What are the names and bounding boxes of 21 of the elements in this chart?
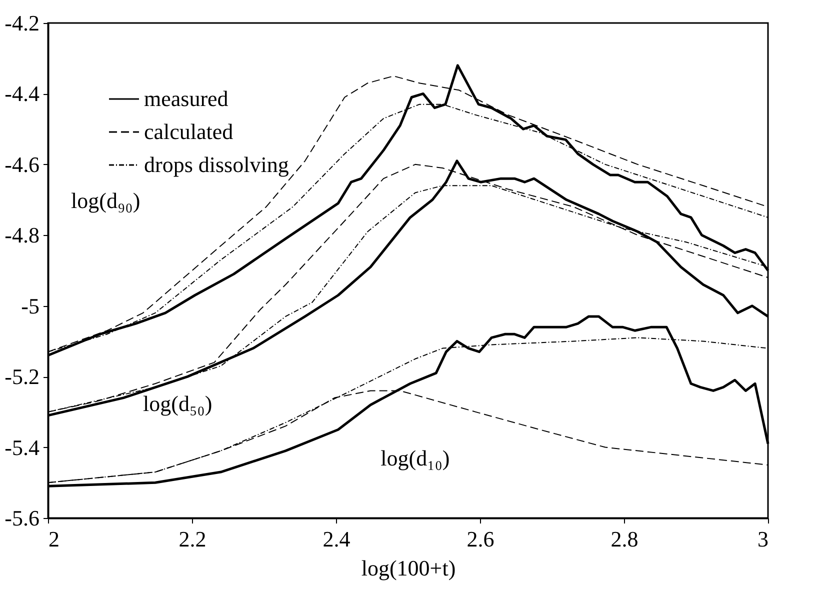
y-tick-label: -4.6 [4,152,40,177]
x-axis-title: log(100+t) [361,556,456,580]
x-tick-label: 2.4 [322,526,350,552]
y-tick-label: -5.6 [4,506,40,530]
y-tick-label: -5.2 [4,364,40,390]
x-tick-label: 2 [48,526,60,552]
y-tick-label: -4.4 [4,81,40,106]
legend-label: calculated [144,119,234,144]
y-tick-label: -4.8 [4,222,40,248]
annotation: log(d₁₀) [380,446,450,471]
x-tick-label: 2.6 [466,526,494,552]
legend-label: drops dissolving [144,152,289,177]
legend-label: measured [144,86,228,111]
x-tick-label: 2.2 [178,526,206,552]
x-tick-label: 2.8 [610,526,638,552]
annotation: log(d₅₀) [143,391,212,416]
x-tick-label: 3 [758,526,768,552]
annotation: log(d₉₀) [71,188,140,214]
y-tick-label: -5.4 [4,434,40,460]
y-tick-label: -4.2 [4,10,40,36]
y-tick-label: -5 [21,293,40,318]
